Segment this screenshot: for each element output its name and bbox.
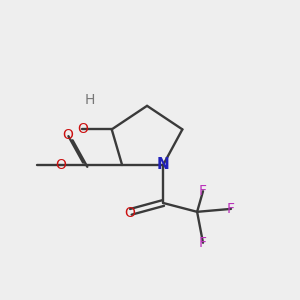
Text: O: O — [55, 158, 66, 172]
Text: O: O — [63, 128, 74, 142]
Text: H: H — [85, 93, 95, 107]
Text: O: O — [77, 122, 88, 136]
Text: F: F — [227, 202, 235, 216]
Text: N: N — [157, 157, 169, 172]
Text: F: F — [199, 236, 207, 250]
Text: O: O — [124, 206, 135, 220]
Text: F: F — [199, 184, 207, 198]
